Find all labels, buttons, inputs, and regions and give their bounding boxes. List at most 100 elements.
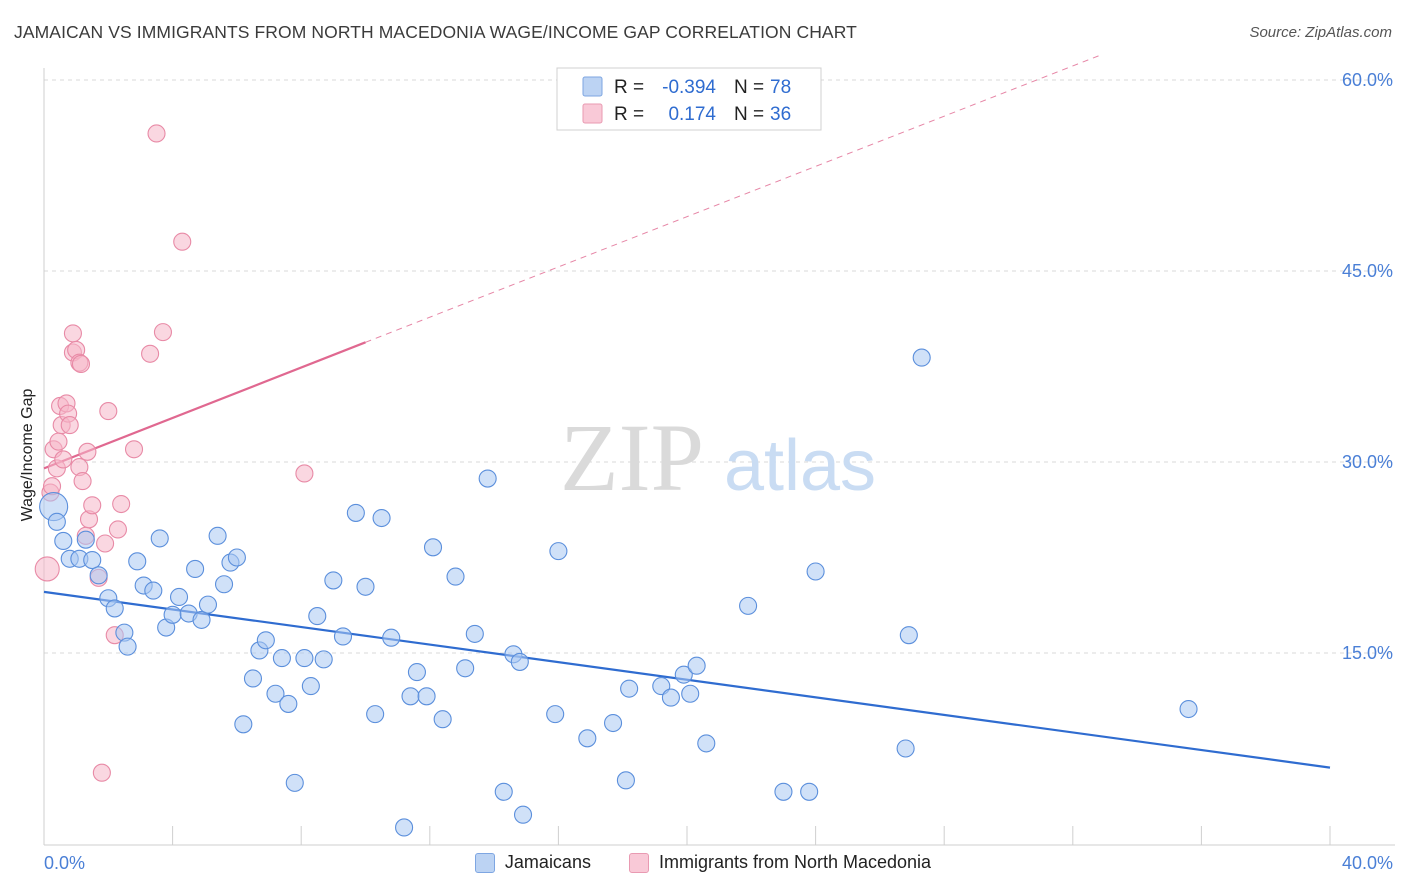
point-jamaicans <box>186 559 205 579</box>
point-jamaicans <box>912 348 931 367</box>
data-points <box>34 124 1198 837</box>
point-jamaicans <box>896 739 915 758</box>
point-jamaicans <box>674 665 693 684</box>
point-jamaicans <box>279 694 298 713</box>
point-jamaicans <box>76 530 95 549</box>
gridlines <box>44 79 1395 654</box>
point-jamaicans <box>324 571 343 590</box>
series-legend-item-jamaicans[interactable]: Jamaicans <box>474 852 591 873</box>
point-jamaicans <box>333 627 353 646</box>
series-legend-label: Immigrants from North Macedonia <box>658 852 932 872</box>
point-jamaicans <box>739 596 758 615</box>
point-macedonia <box>173 232 192 251</box>
point-jamaicans <box>234 715 253 734</box>
point-jamaicans <box>346 503 365 522</box>
point-macedonia <box>73 472 92 491</box>
point-jamaicans <box>616 771 635 790</box>
point-jamaicans <box>604 713 623 733</box>
point-jamaicans <box>192 610 211 629</box>
point-jamaicans <box>510 652 529 671</box>
series-legend-item-macedonia[interactable]: Immigrants from North Macedonia <box>628 852 932 873</box>
point-jamaicans <box>661 688 680 707</box>
point-macedonia <box>108 520 127 539</box>
legend-n-value-1: 78 <box>770 77 791 98</box>
point-jamaicans <box>83 550 102 570</box>
legend-n-value-2: 36 <box>770 104 791 125</box>
point-jamaicans <box>395 818 414 837</box>
macedonia-swatch <box>628 852 649 873</box>
point-jamaicans <box>546 705 565 724</box>
point-jamaicans <box>47 512 66 531</box>
point-jamaicans <box>366 705 385 724</box>
point-jamaicans <box>578 729 597 748</box>
point-jamaicans <box>285 773 304 792</box>
legend-swatch-jamaicans <box>582 76 603 97</box>
point-jamaicans <box>198 595 218 614</box>
point-jamaicans <box>478 469 497 488</box>
point-macedonia <box>63 324 82 343</box>
point-jamaicans <box>494 782 513 801</box>
axes <box>43 68 1395 846</box>
x-tick-label-max: 40.0% <box>1342 853 1393 873</box>
point-jamaicans <box>1179 699 1198 719</box>
watermark-zip: ZIP <box>560 404 704 511</box>
point-macedonia <box>141 344 160 363</box>
legend-r-label-1: R = <box>614 77 644 98</box>
legend-r-label-2: R = <box>614 104 644 125</box>
point-jamaicans <box>301 677 320 696</box>
point-macedonia <box>147 124 166 143</box>
point-jamaicans <box>465 624 484 643</box>
point-jamaicans <box>243 669 263 688</box>
point-macedonia <box>83 496 102 515</box>
legend-r-value-2: 0.174 <box>668 104 716 125</box>
point-jamaicans <box>150 529 169 548</box>
point-jamaicans <box>295 649 314 668</box>
point-jamaicans <box>407 663 426 682</box>
point-jamaicans <box>208 526 227 545</box>
point-jamaicans <box>401 687 420 706</box>
point-macedonia <box>78 442 97 461</box>
series-legend-label: Jamaicans <box>504 852 591 872</box>
point-jamaicans <box>214 575 234 594</box>
point-jamaicans <box>314 650 333 669</box>
point-jamaicans <box>456 659 475 678</box>
y-tick-label: 30.0% <box>1342 452 1393 472</box>
point-macedonia <box>295 464 314 483</box>
jamaicans-swatch <box>474 852 495 873</box>
point-macedonia <box>99 402 118 421</box>
x-tick-label-min: 0.0% <box>44 853 85 873</box>
point-jamaicans <box>899 626 918 645</box>
point-macedonia <box>71 354 91 374</box>
chart-title: JAMAICAN VS IMMIGRANTS FROM NORTH MACEDO… <box>14 22 857 42</box>
point-macedonia <box>153 323 173 342</box>
point-jamaicans <box>105 599 124 618</box>
point-jamaicans <box>144 581 163 600</box>
point-macedonia <box>60 416 79 435</box>
legend-n-label-2: N = <box>734 104 764 125</box>
point-jamaicans <box>256 631 275 650</box>
correlation-legend: R = -0.394 N = 78 R = 0.174 N = 36 <box>556 67 822 131</box>
point-macedonia <box>96 534 115 553</box>
point-jamaicans <box>800 782 819 801</box>
legend-swatch-macedonia <box>582 103 603 124</box>
series-legend: Jamaicans Immigrants from North Macedoni… <box>0 852 1406 873</box>
point-macedonia <box>112 494 131 514</box>
point-jamaicans <box>620 679 639 698</box>
watermark-atlas: atlas <box>724 426 876 506</box>
point-jamaicans <box>433 710 452 729</box>
point-jamaicans <box>417 687 436 706</box>
point-jamaicans <box>382 628 401 647</box>
point-macedonia <box>54 450 73 469</box>
point-jamaicans <box>227 548 246 567</box>
point-macedonia <box>34 556 60 582</box>
point-jamaicans <box>423 538 443 557</box>
point-jamaicans <box>513 805 533 824</box>
tick-labels: 15.0% 30.0% 45.0% 60.0% 0.0% 40.0% <box>44 70 1393 873</box>
y-tick-label: 60.0% <box>1342 70 1393 90</box>
point-jamaicans <box>446 567 465 586</box>
point-jamaicans <box>687 656 706 675</box>
source-credit: Source: ZipAtlas.com <box>1249 24 1392 41</box>
point-jamaicans <box>118 637 137 656</box>
point-macedonia <box>124 440 144 459</box>
